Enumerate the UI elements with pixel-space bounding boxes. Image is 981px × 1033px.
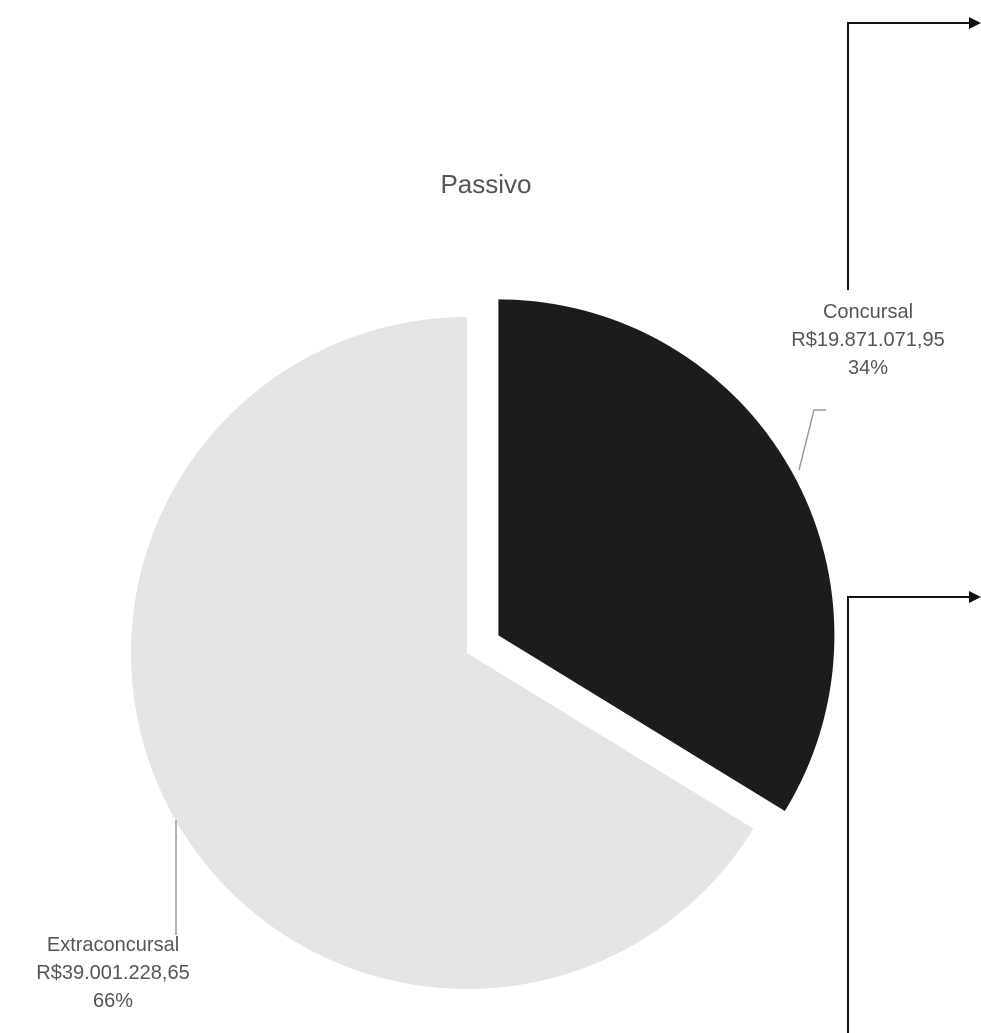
pie-slice-concursal (498, 299, 835, 812)
top-arrow-head (969, 17, 981, 29)
pie-slices (131, 299, 835, 989)
connector-arrows (847, 17, 981, 1033)
pie-slice-extraconcursal (131, 317, 754, 989)
slice-name-extraconcursal: Extraconcursal (47, 934, 179, 956)
leader-line-concursal (798, 409, 826, 471)
slice-labels: Concursal R$19.871.071,95 34% Extraconcursa… (36, 301, 944, 1012)
slice-percent-extraconcursal: 66% (93, 990, 133, 1012)
slice-value-concursal: R$19.871.071,95 (791, 329, 944, 351)
chart-title: Passivo (440, 169, 531, 199)
bottom-arrow-head (969, 591, 981, 603)
slice-value-extraconcursal: R$39.001.228,65 (36, 962, 189, 984)
slice-percent-concursal: 34% (848, 357, 888, 379)
bottom-arrow-line (847, 596, 970, 1033)
top-arrow-line (847, 22, 970, 290)
slice-name-concursal: Concursal (823, 301, 913, 323)
